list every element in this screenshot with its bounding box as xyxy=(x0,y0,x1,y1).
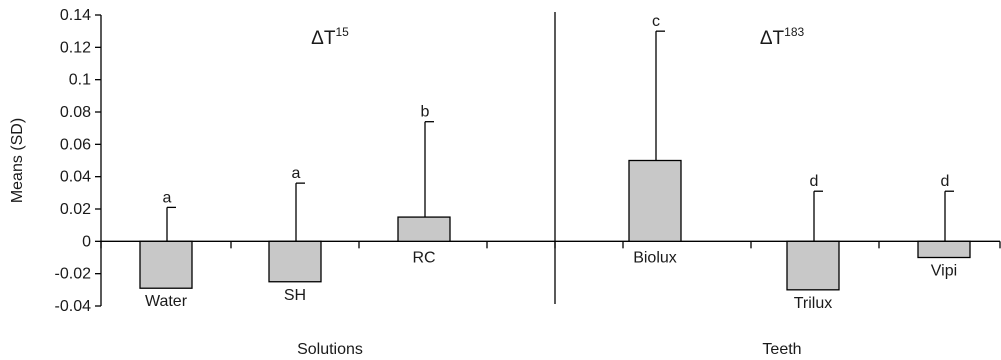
significance-letter: c xyxy=(652,13,660,30)
group-annotations: ΔT15 ΔT183 xyxy=(311,25,804,49)
category-label: RC xyxy=(412,249,435,266)
bar xyxy=(917,240,971,259)
bar xyxy=(139,240,193,289)
y-tick-label: -0.02 xyxy=(55,266,92,283)
y-tick-label: 0.02 xyxy=(60,201,91,218)
y-tick-label: 0.14 xyxy=(60,7,91,24)
group-annotation: ΔT183 xyxy=(760,25,805,49)
y-axis: 0.14 0.12 0.1 0.08 0.06 0.04 0.02 0 -0.02 -0.04 xyxy=(55,7,102,315)
bar xyxy=(628,159,682,242)
y-tick-label: 0 xyxy=(82,233,91,250)
category-label: Biolux xyxy=(633,249,677,266)
y-tick-label: -0.04 xyxy=(55,298,92,315)
category-label: Trilux xyxy=(794,295,833,312)
y-tick-label: 0.08 xyxy=(60,104,91,121)
category-label: Vipi xyxy=(931,263,957,280)
category-label: Water xyxy=(145,293,188,310)
y-tick-label: 0.06 xyxy=(60,136,91,153)
y-tick-label: 0.04 xyxy=(60,169,91,186)
bar xyxy=(786,240,840,291)
bar xyxy=(268,240,322,283)
significance-letter: d xyxy=(810,173,819,190)
y-axis-title: Means (SD) xyxy=(9,118,26,203)
group-label: Teeth xyxy=(762,341,801,358)
group-labels: Solutions Teeth xyxy=(297,341,801,358)
significance-letter: a xyxy=(163,189,172,206)
group-label: Solutions xyxy=(297,341,363,358)
significance-letter: a xyxy=(292,165,301,182)
group-annotation: ΔT15 xyxy=(311,25,349,49)
bar xyxy=(397,216,451,242)
y-tick-label: 0.1 xyxy=(69,72,91,89)
y-tick-label: 0.12 xyxy=(60,39,91,56)
significance-letter: b xyxy=(421,104,430,121)
bars: a Water a SH b RC c Biolux d Trilux d Vipi xyxy=(100,13,1001,312)
significance-letter: d xyxy=(941,173,950,190)
category-label: SH xyxy=(284,287,306,304)
